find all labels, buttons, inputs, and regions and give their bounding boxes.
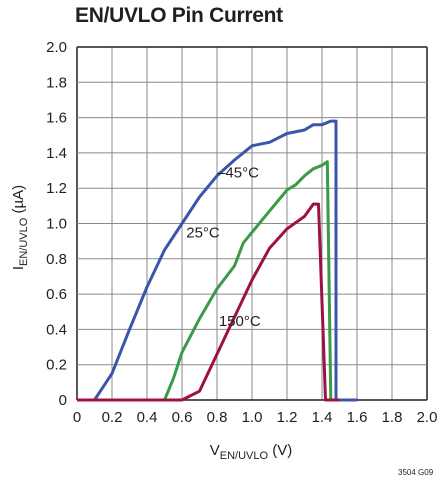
x-tick-label: 0.2 bbox=[102, 409, 123, 426]
grid bbox=[76, 46, 428, 401]
y-tick-labels: 0 0.2 0.4 0.6 0.8 1.0 1.2 1.4 1.6 1.8 2.0 bbox=[46, 39, 67, 409]
y-tick-label: 1.4 bbox=[46, 145, 67, 162]
y-tick-label: 1.6 bbox=[46, 110, 67, 127]
x-tick-label: 1.4 bbox=[312, 409, 333, 426]
x-tick-label: 0 bbox=[73, 409, 81, 426]
x-tick-label: 2.0 bbox=[417, 409, 438, 426]
chart-title: EN/UVLO Pin Current bbox=[75, 4, 283, 27]
x-tick-label: 0.8 bbox=[207, 409, 228, 426]
series-annotation: 150°C bbox=[219, 313, 261, 330]
series-lines bbox=[77, 119, 357, 402]
y-tick-label: 0.4 bbox=[46, 321, 67, 338]
x-tick-label: 1.6 bbox=[347, 409, 368, 426]
y-tick-label: 1.2 bbox=[46, 180, 67, 197]
y-tick-label: 2.0 bbox=[46, 39, 67, 56]
x-tick-label: 1.0 bbox=[242, 409, 263, 426]
series-annotations: –45°C 25°C 150°C bbox=[186, 165, 261, 330]
y-axis-label: IEN/UVLO (µA) bbox=[10, 185, 30, 270]
series-annotation: –45°C bbox=[217, 165, 259, 182]
y-tick-label: 1.0 bbox=[46, 216, 67, 233]
y-tick-label: 1.8 bbox=[46, 74, 67, 91]
x-tick-label: 1.8 bbox=[382, 409, 403, 426]
x-axis-label: VEN/UVLO (V) bbox=[210, 442, 292, 462]
figure-code: 3504 G09 bbox=[398, 468, 434, 477]
y-tick-label: 0 bbox=[59, 392, 67, 409]
series-annotation: 25°C bbox=[186, 225, 220, 242]
series-line bbox=[77, 160, 340, 402]
axis-labels: VEN/UVLO (V) IEN/UVLO (µA) bbox=[10, 185, 292, 462]
y-tick-label: 0.2 bbox=[46, 357, 67, 374]
series-line bbox=[77, 119, 357, 402]
y-tick-label: 0.8 bbox=[46, 251, 67, 268]
x-tick-label: 1.2 bbox=[277, 409, 298, 426]
y-tick-label: 0.6 bbox=[46, 286, 67, 303]
series-line bbox=[77, 202, 340, 402]
x-tick-label: 0.4 bbox=[137, 409, 158, 426]
x-tick-labels: 0 0.2 0.4 0.6 0.8 1.0 1.2 1.4 1.6 1.8 2.0 bbox=[73, 409, 438, 426]
x-tick-label: 0.6 bbox=[172, 409, 193, 426]
